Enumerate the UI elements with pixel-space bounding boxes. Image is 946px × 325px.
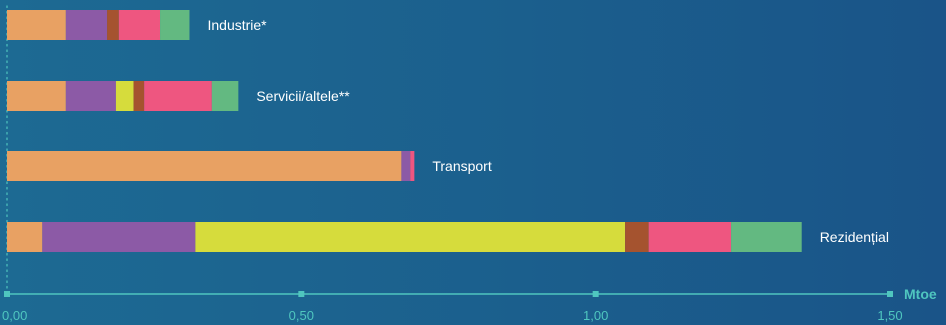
x-tick-label: 1,50 — [877, 308, 902, 323]
bar-segment — [7, 81, 66, 111]
bar-segment — [401, 151, 411, 181]
x-tick-label: 0,00 — [2, 308, 27, 323]
x-axis-unit: Mtoe — [904, 286, 937, 302]
bar-segment — [648, 222, 732, 252]
category-label: Transport — [432, 158, 492, 174]
x-tick-label: 0,50 — [289, 308, 314, 323]
bar-segment — [7, 151, 402, 181]
bar-segment — [144, 81, 212, 111]
bar-segment — [42, 222, 196, 252]
bar-segment — [195, 222, 626, 252]
bar-segment — [211, 81, 239, 111]
bar-segment — [160, 10, 190, 40]
x-tick-marker — [887, 291, 893, 297]
category-label: Rezidențial — [820, 229, 889, 245]
bar-segment — [115, 81, 134, 111]
x-tick-marker — [4, 291, 10, 297]
bar-segment — [118, 10, 161, 40]
bar-segment — [65, 81, 116, 111]
x-tick-marker — [298, 291, 305, 297]
bar-segment — [731, 222, 802, 252]
category-labels: Industrie* Servicii/altele** Transport Rezi… — [207, 17, 888, 245]
bar-segment — [133, 81, 145, 111]
bar-segment — [65, 10, 108, 40]
x-tick-label: 1,00 — [583, 308, 608, 323]
bar-segment — [410, 151, 415, 181]
bars — [7, 10, 802, 252]
category-label: Industrie* — [207, 17, 267, 33]
category-label: Servicii/altele** — [256, 88, 350, 104]
bar-segment — [7, 222, 43, 252]
x-tick-marker — [592, 291, 599, 297]
bar-segment — [107, 10, 119, 40]
bar-segment — [625, 222, 649, 252]
bar-segment — [7, 10, 66, 40]
